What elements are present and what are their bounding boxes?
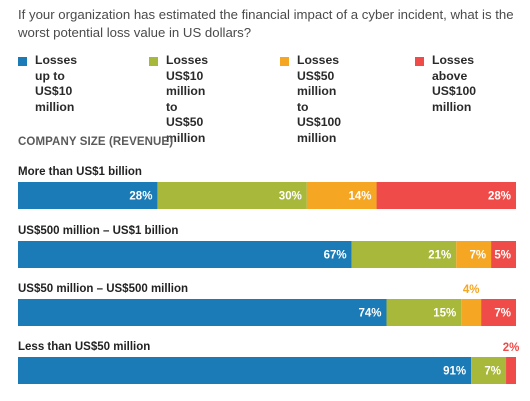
bar-segment-above_100m	[481, 299, 516, 326]
data-label: 14%	[349, 191, 372, 203]
bar-segment-m10_to_50	[351, 241, 457, 268]
data-label: 5%	[494, 250, 511, 262]
bar-segment-m10_to_50	[157, 182, 307, 209]
bar-segment-above_100m	[491, 241, 516, 268]
legend-label-10m-to-50m: Losses US$10 million to US$50 million	[166, 53, 209, 145]
bar-segment-m50_to_100	[306, 182, 377, 209]
bar-segment-m10_to_50	[386, 299, 462, 326]
legend-swatch-up-to-10m	[18, 57, 27, 66]
legend-label-up-to-10m: Losses up to US$10 million	[35, 53, 78, 114]
data-label: 28%	[488, 191, 511, 203]
data-label: 67%	[324, 250, 347, 262]
category-label: US$500 million – US$1 billion	[18, 225, 178, 237]
data-label: 2%	[503, 342, 520, 354]
chart-question: If your organization has estimated the f…	[18, 7, 514, 40]
data-label: 7%	[484, 366, 501, 378]
legend-label-above-100m: Losses above US$100 million	[432, 53, 477, 114]
bar-segment-m10_to_50	[471, 357, 507, 384]
data-label: 74%	[358, 308, 381, 320]
bar-segment-up_to_10m	[18, 357, 472, 384]
bar-segment-up_to_10m	[18, 241, 352, 268]
legend-swatch-50m-to-100m	[280, 57, 289, 66]
data-label: 21%	[428, 250, 451, 262]
bar-segment-above_100m	[376, 182, 516, 209]
section-title: COMPANY SIZE (REVENUE)	[18, 136, 174, 148]
data-label: 15%	[433, 308, 456, 320]
data-label: 91%	[443, 366, 466, 378]
legend-swatch-10m-to-50m	[149, 57, 158, 66]
legend-label-50m-to-100m: Losses US$50 million to US$100 million	[297, 53, 342, 145]
data-label: 30%	[279, 191, 302, 203]
data-label: 7%	[469, 250, 486, 262]
data-label: 7%	[494, 308, 511, 320]
category-label: More than US$1 billion	[18, 166, 142, 178]
bar-segment-up_to_10m	[18, 182, 158, 209]
bar-segment-m50_to_100	[456, 241, 492, 268]
bar-segment-above_100m	[506, 357, 516, 384]
category-label: Less than US$50 million	[18, 341, 150, 353]
legend: Losses up to US$10 million Losses US$10 …	[18, 53, 530, 145]
data-label: 28%	[129, 191, 152, 203]
bar-segment-up_to_10m	[18, 299, 387, 326]
data-label: 4%	[463, 284, 480, 296]
category-label: US$50 million – US$500 million	[18, 283, 188, 295]
bar-segment-m50_to_100	[461, 299, 482, 326]
legend-swatch-above-100m	[415, 57, 424, 66]
